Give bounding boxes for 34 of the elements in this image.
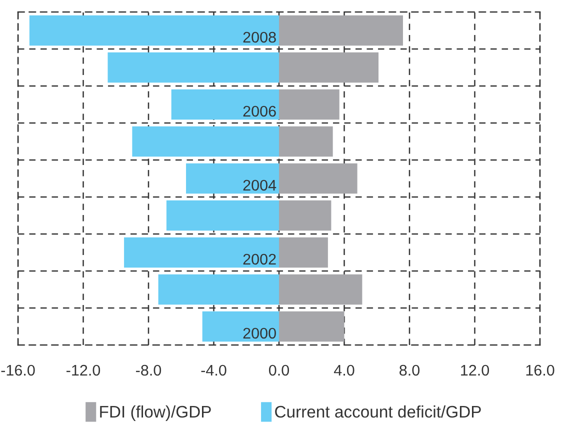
bar <box>279 200 332 231</box>
bar <box>279 237 328 268</box>
x-tick-label: 4.0 <box>334 364 354 376</box>
y-tick-label: 2002 <box>243 254 276 265</box>
bar <box>202 311 279 342</box>
bar <box>279 52 379 83</box>
x-tick-label: -12.0 <box>66 364 100 376</box>
bar <box>108 52 279 83</box>
x-tick-label: 12.0 <box>461 364 490 376</box>
bar <box>279 163 358 194</box>
bar <box>124 237 279 268</box>
y-tick-label: 2006 <box>243 106 276 117</box>
bar <box>171 89 279 120</box>
x-tick-label: -16.0 <box>1 364 35 376</box>
bar <box>279 126 333 157</box>
legend-label: FDI (flow)/GDP <box>100 405 211 421</box>
x-tick-label: 16.0 <box>526 364 554 376</box>
x-tick-label: 8.0 <box>400 364 420 376</box>
bar <box>158 274 279 305</box>
x-tick-label: 0.0 <box>268 364 290 376</box>
bar <box>279 15 403 46</box>
x-tick-label: -8.0 <box>136 364 162 376</box>
y-tick-label: 2008 <box>243 32 276 43</box>
bar <box>29 15 279 46</box>
legend-label: Current account deficit/GDP <box>275 405 481 418</box>
bar <box>279 311 344 342</box>
y-tick-label: 2000 <box>243 328 276 339</box>
bar <box>166 200 279 231</box>
bar <box>132 126 279 157</box>
x-tick-label: -4.0 <box>201 364 226 376</box>
y-tick-label: 2004 <box>243 180 276 191</box>
bar <box>279 274 362 305</box>
bar <box>279 89 340 120</box>
bar <box>186 163 279 194</box>
